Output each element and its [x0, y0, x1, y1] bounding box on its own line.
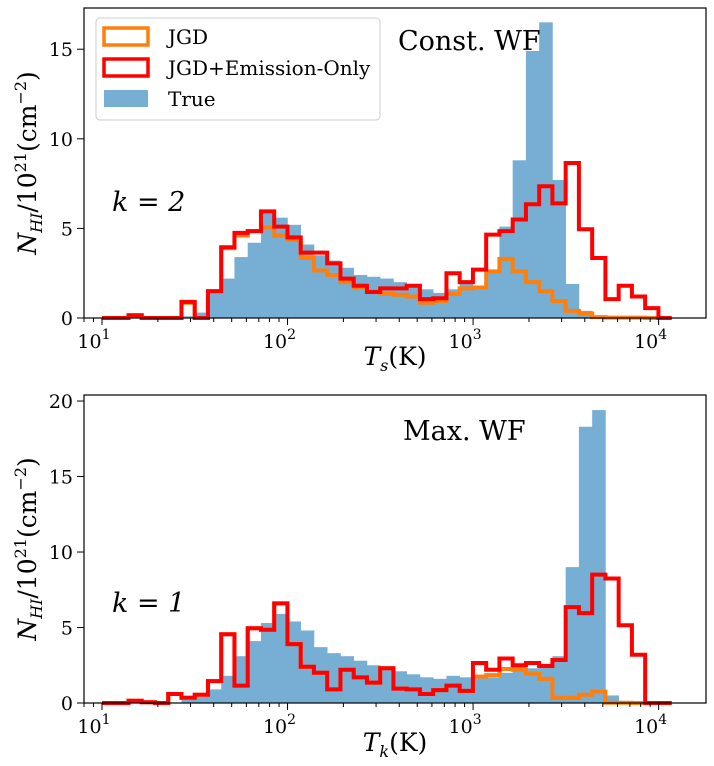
bottom-true-bar: [234, 656, 249, 703]
top-true-bar: [340, 267, 354, 318]
top-true-bar: [486, 271, 500, 318]
bottom-true-bar: [592, 410, 606, 703]
bottom-x-ticks: 101 102 103 104: [77, 703, 667, 738]
bottom-true-bar: [313, 647, 328, 703]
top-x-ticks: 101 102 103 104: [77, 318, 667, 353]
bottom-true-bar: [260, 622, 275, 703]
bottom-k-label: k = 1: [112, 588, 185, 619]
top-true-bar: [234, 257, 249, 318]
bottom-true-bar: [605, 695, 619, 703]
top-true-bar: [207, 292, 222, 318]
bottom-true-bar: [472, 675, 487, 703]
bottom-x-tick-label: 101: [77, 712, 110, 738]
bottom-x-axis-label: Tk(K): [363, 728, 428, 761]
bottom-x-tick-label: 103: [449, 712, 482, 738]
bottom-y-axis-label-text: NHI/1021(cm−2): [11, 457, 46, 642]
bottom-x-tick-label: 104: [634, 712, 667, 738]
bottom-y-axis-label: NHI/1021(cm−2): [11, 457, 46, 642]
top-y-tick-label: 15: [49, 39, 73, 61]
top-true-bar: [459, 283, 474, 318]
top-panel: 101 102 103 104 0 5 10 15 Const. WF k = 2 Ts(K…: [11, 7, 707, 375]
top-y-axis-label: NHI/1021(cm−2): [11, 71, 46, 256]
top-true-bar: [406, 285, 421, 318]
top-x-tick-label: 104: [634, 327, 667, 353]
top-true-bar: [260, 212, 275, 318]
legend-label-jgd-emission: JGD+Emission-Only: [166, 56, 371, 80]
top-true-bar: [353, 274, 368, 318]
bottom-true-bar: [194, 696, 209, 703]
top-x-tick-label: 102: [263, 327, 296, 353]
top-true-bar: [181, 316, 196, 318]
bottom-y-tick-label: 0: [61, 693, 73, 715]
bottom-panel: 101 102 103 104 0 5 10 15 20 Max. WF k = 1 Tk(K…: [11, 391, 707, 761]
bottom-true-bar: [287, 621, 302, 703]
top-true-bar: [393, 282, 407, 318]
bottom-y-tick-label: 10: [49, 542, 73, 564]
bottom-true-bar: [207, 689, 222, 703]
bottom-true-bar: [525, 668, 540, 703]
top-x-tick-label: 103: [449, 327, 482, 353]
bottom-true-bar: [221, 675, 235, 703]
top-k-label: k = 2: [112, 187, 185, 218]
top-true-bar: [300, 244, 315, 318]
bottom-true-bar: [247, 641, 262, 703]
top-jgd-emission-line: [101, 161, 672, 320]
legend-label-true: True: [168, 87, 216, 111]
bottom-plot-frame: [83, 394, 707, 704]
top-y-tick-label: 10: [49, 129, 73, 151]
bottom-true-bar: [565, 567, 580, 703]
legend-swatch-true: [104, 90, 148, 107]
top-true-bar: [380, 278, 394, 318]
top-true-bar: [221, 278, 235, 318]
top-x-tick-label: 101: [77, 327, 110, 353]
top-plot-frame: [83, 7, 707, 319]
top-true-bar: [499, 226, 513, 318]
bottom-y-ticks: 0 5 10 15 20: [49, 391, 84, 715]
top-y-tick-label: 5: [61, 218, 73, 240]
bottom-outline-histograms: [101, 572, 672, 705]
bottom-true-bar: [552, 656, 566, 703]
top-x-axis-label: Ts(K): [363, 342, 426, 375]
legend: JGD JGD+Emission-Only True: [95, 17, 381, 121]
top-true-bar: [366, 276, 381, 318]
top-outline-histograms: [101, 161, 672, 320]
bottom-y-tick-label: 20: [49, 391, 73, 413]
top-true-bar: [472, 285, 487, 318]
top-y-axis-label-text: NHI/1021(cm−2): [11, 71, 46, 256]
legend-label-jgd: JGD: [166, 25, 208, 49]
bottom-annotation: Max. WF: [403, 416, 526, 447]
top-true-bar: [194, 312, 209, 318]
legend-swatch-jgd: [102, 26, 150, 47]
top-true-bar: [512, 160, 527, 318]
bottom-true-bar: [446, 675, 460, 703]
top-true-bar: [274, 217, 288, 318]
bottom-true-bar: [486, 677, 500, 703]
top-true-bar: [446, 289, 460, 318]
bottom-jgd-emission-line: [101, 572, 672, 705]
top-annotation: Const. WF: [398, 26, 541, 57]
bottom-true-bar: [512, 666, 527, 703]
bottom-true-bar: [578, 426, 593, 703]
bottom-y-tick-label: 15: [49, 467, 73, 489]
bottom-true-bar: [274, 613, 288, 703]
top-true-bar: [287, 224, 302, 318]
bottom-true-bar: [380, 668, 394, 703]
bottom-true-bar: [419, 677, 434, 703]
top-true-bar: [525, 51, 540, 318]
bottom-true-bar: [353, 660, 368, 703]
legend-box: [95, 17, 381, 121]
bottom-true-bar: [340, 656, 354, 703]
top-true-bar: [247, 242, 262, 318]
bottom-true-bar: [499, 672, 513, 703]
bottom-x-tick-label: 102: [263, 712, 296, 738]
bottom-true-bar: [181, 699, 196, 703]
bottom-true-bar: [539, 663, 553, 703]
bottom-y-tick-label: 5: [61, 618, 73, 640]
top-true-bar: [539, 22, 553, 319]
legend-swatch-jgd-emission: [102, 57, 150, 78]
top-y-ticks: 0 5 10 15: [49, 39, 84, 330]
top-y-tick-label: 0: [61, 308, 73, 330]
top-true-bar: [552, 180, 566, 318]
